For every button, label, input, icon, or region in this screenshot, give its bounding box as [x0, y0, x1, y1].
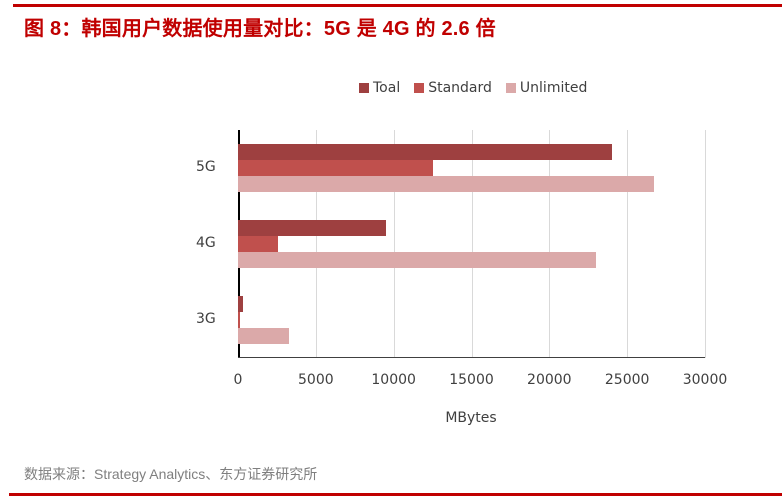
gridline	[393, 130, 395, 358]
legend-label: Standard	[428, 80, 492, 96]
bar-4g-toal	[238, 220, 386, 236]
x-axis-title: MBytes	[445, 410, 497, 426]
legend-item-unlimited: Unlimited	[505, 80, 588, 96]
bar-5g-unlimited	[238, 176, 654, 192]
x-axis	[238, 356, 705, 358]
x-tick-label: 25000	[604, 372, 650, 388]
gridline	[549, 130, 551, 358]
bar-4g-unlimited	[238, 252, 597, 268]
bar-3g-standard	[238, 312, 241, 328]
figure-title: 图 8：韩国用户数据使用量对比：5G 是 4G 的 2.6 倍	[24, 18, 496, 40]
x-tick-label: 30000	[682, 372, 728, 388]
gridline	[705, 130, 706, 358]
legend-item-toal: Toal	[359, 80, 400, 96]
bar-3g-toal	[238, 296, 244, 312]
legend-swatch	[414, 83, 425, 93]
bar-4g-standard	[238, 236, 279, 252]
bar-5g-standard	[238, 160, 433, 176]
bar-5g-toal	[238, 144, 612, 160]
top-rule	[13, 4, 782, 7]
y-category-label: 4G	[196, 235, 216, 251]
x-tick-label: 10000	[371, 372, 416, 388]
bottom-rule	[9, 493, 782, 496]
legend-label: Toal	[373, 80, 401, 96]
gridline	[315, 130, 317, 358]
y-category-label: 5G	[196, 159, 216, 175]
source-note: 数据来源：Strategy Analytics、东方证券研究所	[24, 466, 318, 482]
gridline	[471, 130, 473, 358]
legend-label: Unlimited	[519, 80, 588, 96]
x-tick-label: 0	[233, 372, 243, 388]
x-tick-label: 20000	[527, 372, 572, 388]
chart-legend: Toal Standard Unlimited	[359, 80, 587, 96]
x-tick-label: 5000	[298, 372, 334, 388]
legend-swatch	[505, 83, 516, 93]
plot-area	[238, 130, 706, 358]
legend-item-standard: Standard	[414, 80, 492, 96]
x-tick-label: 15000	[449, 372, 494, 388]
gridline	[627, 130, 629, 358]
y-category-label: 3G	[196, 311, 216, 327]
legend-swatch	[359, 83, 369, 93]
bar-3g-unlimited	[238, 328, 290, 344]
